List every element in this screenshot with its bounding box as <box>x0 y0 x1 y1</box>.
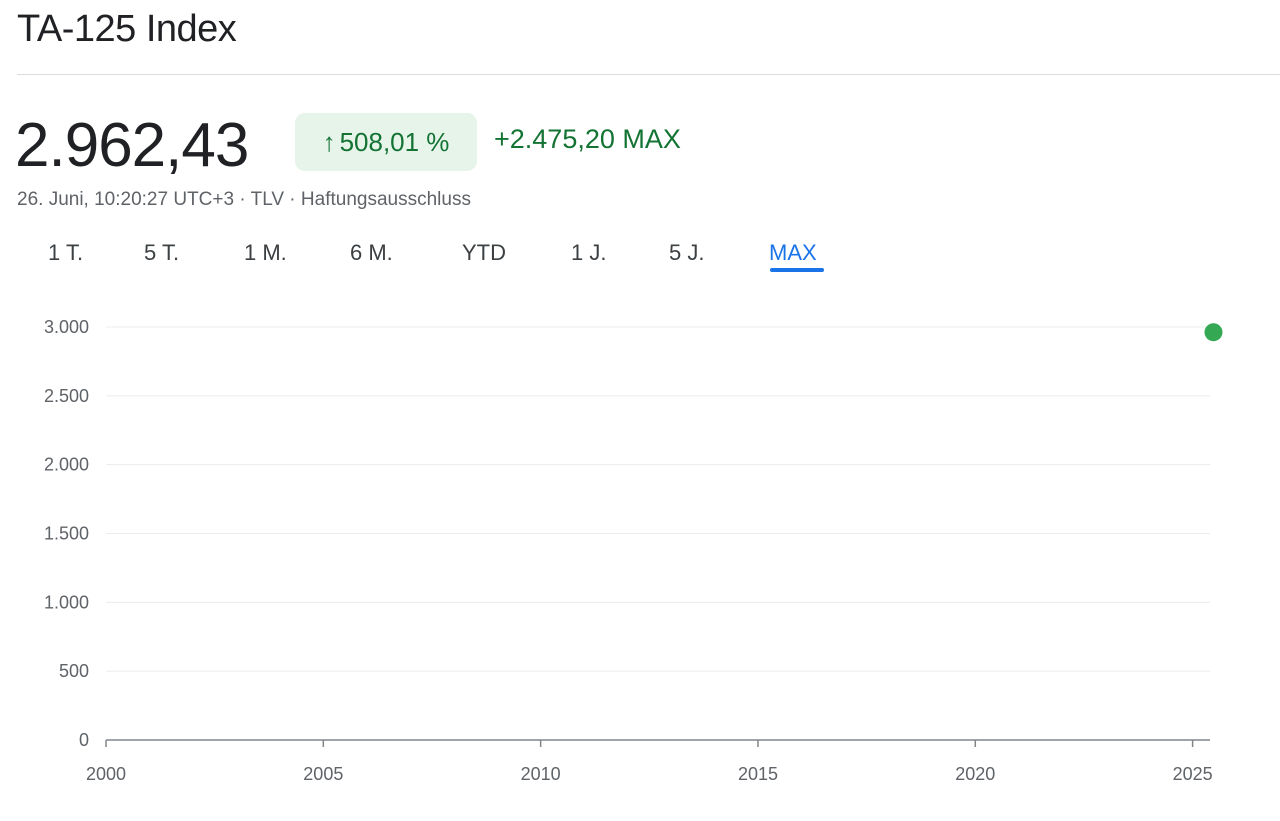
header-divider <box>17 74 1280 75</box>
last-value-marker <box>1204 323 1223 342</box>
y-tick-label: 0 <box>79 730 89 750</box>
page-title: TA-125 Index <box>17 8 237 50</box>
x-axis: 2000 2005 2010 2015 2020 2025 <box>86 740 1213 784</box>
x-tick-label: 2015 <box>738 764 778 784</box>
active-tab-indicator <box>770 268 824 272</box>
arrow-up-icon: ↑ <box>322 126 336 157</box>
tab-6-months[interactable]: 6 M. <box>350 240 393 265</box>
tab-1-day[interactable]: 1 T. <box>48 240 84 265</box>
x-tick-label: 2010 <box>521 764 561 784</box>
x-tick-label: 2000 <box>86 764 126 784</box>
y-tick-label: 1.500 <box>44 524 89 544</box>
range-tabs: 1 T. 5 T. 1 M. 6 M. YTD 1 J. 5 J. MAX <box>0 236 900 280</box>
y-axis: 0 500 1.000 1.500 2.000 2.500 3.000 <box>44 317 89 750</box>
tab-5-days[interactable]: 5 T. <box>144 240 180 265</box>
tab-ytd[interactable]: YTD <box>462 240 506 265</box>
change-percent-badge: ↑ 508,01 % <box>295 113 477 171</box>
y-tick-label: 1.000 <box>44 592 89 612</box>
tab-1-year[interactable]: 1 J. <box>571 240 607 265</box>
change-percent: 508,01 % <box>339 126 450 157</box>
y-tick-label: 2.000 <box>44 455 89 475</box>
tab-5-years[interactable]: 5 J. <box>669 240 705 265</box>
tab-1-month[interactable]: 1 M. <box>244 240 287 265</box>
chart-grid <box>106 326 1210 741</box>
tab-max[interactable]: MAX <box>769 240 817 265</box>
quote-meta: 26. Juni, 10:20:27 UTC+3 · TLV · Haftung… <box>17 189 471 210</box>
x-tick-label: 2020 <box>955 764 995 784</box>
x-tick-label: 2005 <box>303 764 343 784</box>
change-absolute: +2.475,20 MAX <box>494 124 681 154</box>
x-tick-label: 2025 <box>1173 764 1213 784</box>
y-tick-label: 3.000 <box>44 317 89 337</box>
y-tick-label: 2.500 <box>44 386 89 406</box>
y-tick-label: 500 <box>59 661 89 681</box>
current-price: 2.962,43 <box>15 111 249 180</box>
